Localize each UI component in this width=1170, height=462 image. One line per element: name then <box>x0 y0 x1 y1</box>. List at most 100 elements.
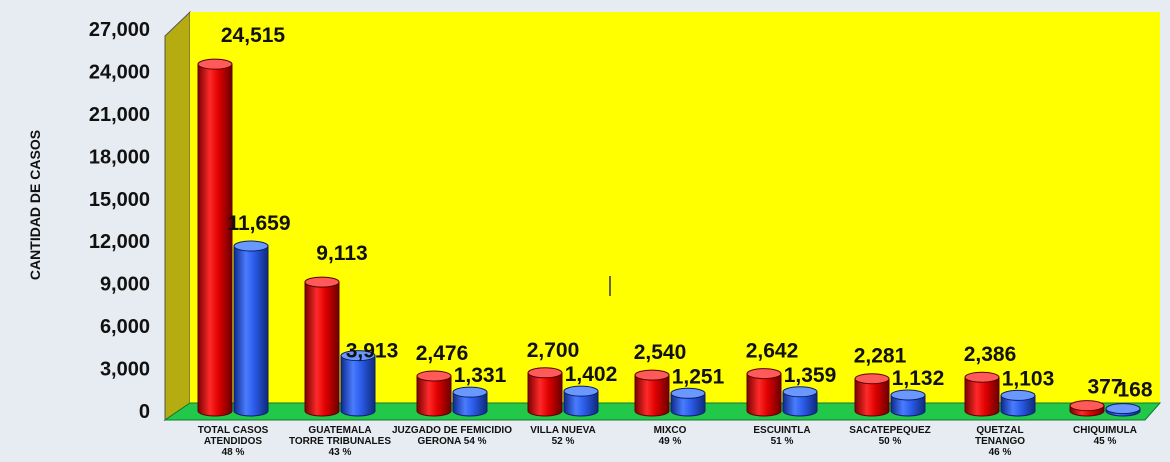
x-tick-line: SACATEPEQUEZ <box>849 425 931 436</box>
bar-body <box>670 392 706 417</box>
bar-1 <box>527 367 563 417</box>
back-wall <box>190 12 1160 403</box>
y-tick-label: 24,000 <box>89 61 150 83</box>
data-label: 2,642 <box>746 340 799 363</box>
x-tick-line: JUZGADO DE FEMICIDIO <box>392 425 512 436</box>
bar-body <box>1000 394 1036 417</box>
bar-1 <box>746 368 782 417</box>
data-label: 1,331 <box>454 364 507 387</box>
bar-2 <box>890 389 926 417</box>
x-tick-label: CHIQUIMULA 45 % <box>1073 425 1137 447</box>
bar-top <box>304 276 340 288</box>
bars <box>197 58 1141 417</box>
x-tick-line: ATENDIDOS <box>204 436 262 447</box>
bar-body <box>197 63 233 417</box>
x-tick-line: 50 % <box>879 436 902 447</box>
x-tick-line: 48 % <box>222 447 245 458</box>
x-tick-line: QUETZAL <box>976 425 1023 436</box>
y-axis-ticks: 0 3,000 6,000 9,000 12,000 15,000 18,000 21,000… <box>89 19 150 423</box>
x-tick-line: GERONA 54 % <box>417 436 486 447</box>
bar-body <box>890 394 926 417</box>
bar-2 <box>670 387 706 417</box>
x-tick-line: TENANGO <box>975 436 1025 447</box>
x-tick-line: 45 % <box>1094 436 1117 447</box>
y-tick-label: 0 <box>139 401 150 423</box>
data-label: 9,113 <box>316 242 367 265</box>
data-label: 1,359 <box>784 364 837 387</box>
x-tick-line: 51 % <box>771 436 794 447</box>
bar-2 <box>563 385 599 417</box>
x-tick-label: ESCUINTLA 51 % <box>753 425 810 447</box>
bar-top <box>416 370 452 382</box>
x-tick-line: TORRE TRIBUNALES <box>289 436 391 447</box>
bar-body <box>340 355 376 417</box>
bar-top <box>233 240 269 252</box>
x-tick-label: JUZGADO DE FEMICIDIO GERONA 54 % <box>392 425 512 447</box>
x-tick-line: MIXCO <box>654 425 687 436</box>
y-tick-label: 6,000 <box>100 316 150 338</box>
y-tick-label: 18,000 <box>89 146 150 168</box>
x-tick-label: VILLA NUEVA 52 % <box>530 425 596 447</box>
data-label: 1,132 <box>892 367 945 390</box>
bar-top <box>634 369 670 381</box>
bar-body <box>304 281 340 417</box>
x-tick-line: VILLA NUEVA <box>530 425 596 436</box>
data-label: 3,913 <box>346 340 399 363</box>
bar-top <box>197 58 233 70</box>
data-label: 2,386 <box>964 343 1017 366</box>
bar-body <box>634 374 670 417</box>
bar-top <box>964 371 1000 383</box>
data-label: 1,402 <box>565 363 618 386</box>
bar-1 <box>964 371 1000 417</box>
bar-2 <box>233 240 269 417</box>
y-tick-label: 21,000 <box>89 104 150 126</box>
x-tick-line: 49 % <box>659 436 682 447</box>
y-tick-label: 12,000 <box>89 231 150 253</box>
x-tick-line: GUATEMALA <box>308 425 371 436</box>
side-wall <box>164 10 191 421</box>
y-axis-label: CANTIDAD DE CASOS <box>27 130 43 280</box>
y-tick-label: 3,000 <box>100 359 150 381</box>
bar-2 <box>782 386 818 417</box>
data-label: 1,103 <box>1002 367 1055 390</box>
bar-body <box>964 376 1000 417</box>
bar-top <box>670 387 706 399</box>
data-label: 168 <box>1117 379 1152 402</box>
x-tick-line: TOTAL CASOS <box>198 425 269 436</box>
bar-2 <box>452 386 488 417</box>
bar-2 <box>1105 403 1141 417</box>
bar-body <box>452 391 488 417</box>
y-tick-label: 27,000 <box>89 19 150 41</box>
x-tick-label: QUETZAL TENANGO 46 % <box>975 425 1025 458</box>
x-tick-label: TOTAL CASOS ATENDIDOS 48 % <box>198 425 269 458</box>
bar-top <box>854 373 890 385</box>
x-tick-line: 43 % <box>329 447 352 458</box>
bar-body <box>416 375 452 417</box>
data-label: 2,281 <box>854 345 907 368</box>
x-axis-labels: TOTAL CASOS ATENDIDOS 48 % GUATEMALA TORRE T… <box>198 425 1137 458</box>
x-tick-label: MIXCO 49 % <box>654 425 687 447</box>
bar-1 <box>416 370 452 417</box>
bar-body <box>233 245 269 417</box>
data-label: 11,659 <box>227 212 290 235</box>
bar-1 <box>854 373 890 417</box>
bar-top <box>563 385 599 397</box>
x-tick-label: SACATEPEQUEZ 50 % <box>849 425 931 447</box>
bar-1 <box>1069 400 1105 417</box>
bar-top <box>1000 389 1036 401</box>
bar-top <box>340 350 376 362</box>
bar-body <box>782 391 818 417</box>
x-tick-line: 52 % <box>552 436 575 447</box>
bar-top <box>746 368 782 380</box>
y-tick-label: 15,000 <box>89 189 150 211</box>
bar-top <box>527 367 563 379</box>
bar-top <box>1105 403 1141 415</box>
y-tick-label: 9,000 <box>100 274 150 296</box>
bar-body <box>527 372 563 417</box>
bar-body <box>746 373 782 417</box>
data-label: 1,251 <box>672 365 725 388</box>
bar-1 <box>634 369 670 417</box>
bar-2 <box>340 350 376 417</box>
bar-top <box>452 386 488 398</box>
